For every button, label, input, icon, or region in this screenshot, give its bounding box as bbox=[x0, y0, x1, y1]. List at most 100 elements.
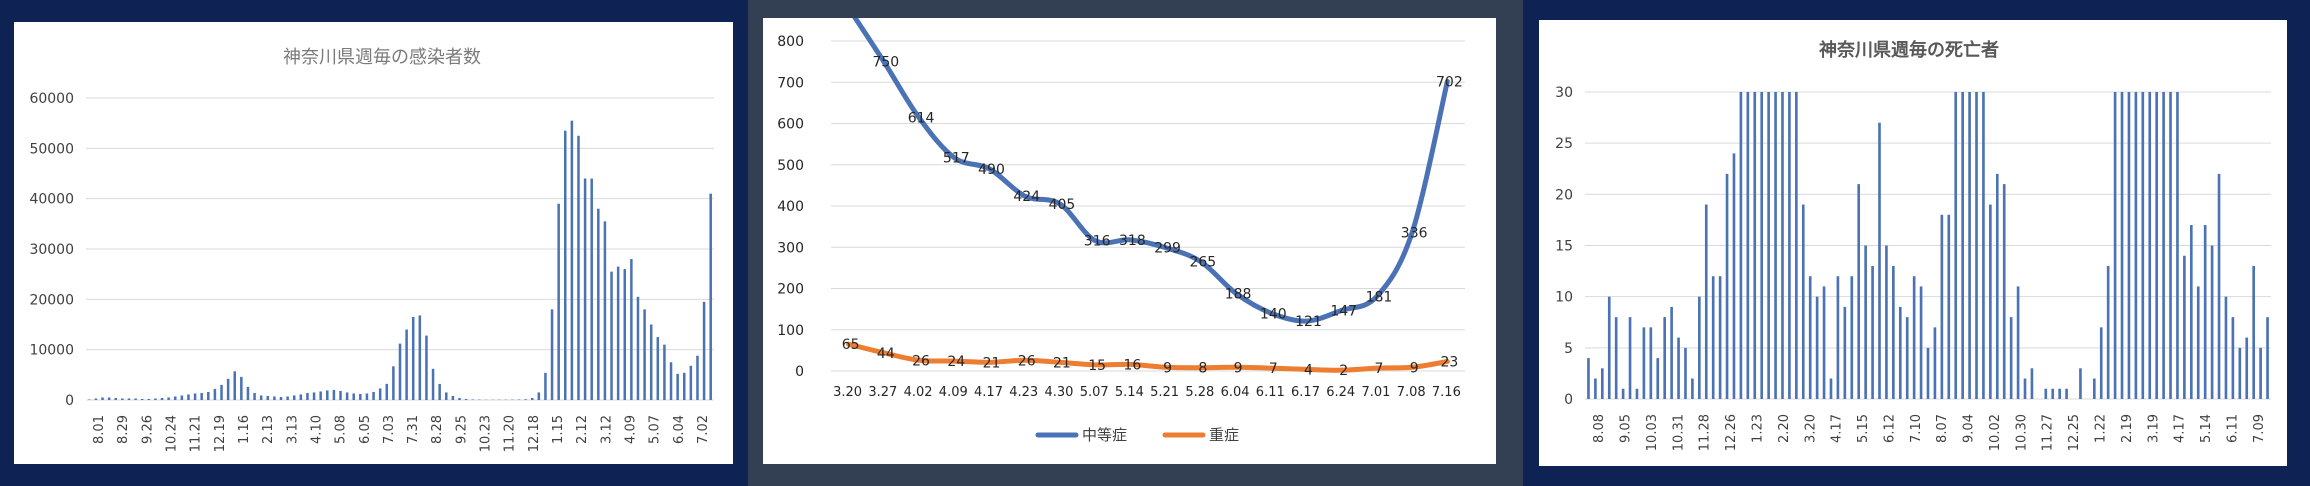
bar bbox=[1975, 92, 1978, 399]
bar bbox=[220, 384, 223, 400]
bar bbox=[1753, 92, 1757, 399]
bar bbox=[286, 396, 289, 400]
bar bbox=[1635, 388, 1639, 399]
x-tick-label: 3.20 bbox=[833, 385, 862, 400]
series-line-moderate bbox=[846, 5, 1450, 324]
bar bbox=[570, 120, 574, 401]
data-label: 316 bbox=[1084, 234, 1111, 250]
bar bbox=[623, 269, 627, 400]
bar bbox=[2231, 317, 2235, 399]
y-tick-label: 0 bbox=[65, 393, 74, 409]
chart-title: 神奈川県週毎の死亡者 bbox=[1819, 39, 1999, 61]
x-tick-label: 10.24 bbox=[165, 415, 180, 452]
bar bbox=[1760, 92, 1764, 399]
x-tick-label: 2.12 bbox=[575, 415, 590, 444]
x-tick-label: 2.13 bbox=[261, 415, 276, 444]
y-tick-label: 40000 bbox=[29, 192, 74, 208]
data-label: 405 bbox=[1049, 197, 1076, 213]
bar bbox=[1857, 184, 1861, 399]
data-label: 44 bbox=[877, 346, 895, 362]
x-tick-label: 3.12 bbox=[599, 415, 614, 444]
bar bbox=[1628, 317, 1632, 399]
bar bbox=[2016, 286, 2020, 399]
x-tick-label: 8.29 bbox=[116, 415, 131, 444]
data-label: 65 bbox=[842, 337, 860, 353]
bar bbox=[1947, 214, 1951, 399]
bar bbox=[398, 343, 402, 400]
bar bbox=[187, 394, 190, 400]
bar bbox=[663, 344, 666, 400]
x-tick-label: 10.03 bbox=[1645, 414, 1660, 451]
bar bbox=[2065, 388, 2068, 399]
middle-chart-panel: 0 100 200 300 400 500 600 700 800 3.20 3.27 4.02 4.0… bbox=[748, 0, 1523, 486]
bar bbox=[147, 398, 151, 400]
bar bbox=[233, 371, 236, 400]
bar bbox=[2203, 225, 2207, 399]
x-tick-label: 12.18 bbox=[527, 415, 542, 452]
x-tick-label: 11.21 bbox=[189, 415, 204, 452]
bar bbox=[226, 378, 230, 400]
bar bbox=[590, 178, 593, 400]
bar bbox=[292, 395, 296, 400]
bar bbox=[1621, 388, 1625, 399]
bar bbox=[160, 397, 164, 400]
x-tick-label: 8.08 bbox=[1592, 414, 1607, 443]
data-label: 181 bbox=[1366, 289, 1393, 305]
x-tick-label: 3.19 bbox=[2146, 414, 2161, 443]
x-tick-label: 7.16 bbox=[1432, 385, 1461, 400]
bar bbox=[2106, 265, 2110, 399]
bar bbox=[2196, 286, 2200, 399]
bar bbox=[1746, 92, 1750, 399]
bar bbox=[537, 392, 541, 400]
bar bbox=[1871, 265, 1874, 399]
bar bbox=[345, 392, 349, 400]
bar bbox=[1656, 358, 1660, 399]
x-tick-label: 11.20 bbox=[503, 415, 518, 452]
bar bbox=[445, 392, 448, 400]
x-tick-label: 11.28 bbox=[1698, 414, 1713, 451]
bar bbox=[2141, 92, 2145, 399]
x-tick-label: 7.01 bbox=[1361, 385, 1390, 400]
bar bbox=[1989, 204, 1992, 399]
chart-title: 神奈川県週毎の感染者数 bbox=[283, 47, 481, 68]
bar bbox=[1892, 265, 1895, 399]
bar bbox=[2155, 92, 2158, 399]
bar bbox=[378, 388, 382, 400]
x-tick-label: 3.13 bbox=[285, 415, 300, 444]
data-label: 424 bbox=[1013, 189, 1040, 205]
bar bbox=[431, 368, 435, 400]
bar bbox=[154, 398, 157, 400]
bar bbox=[1982, 92, 1985, 399]
bar bbox=[1587, 358, 1590, 399]
x-tick-label: 4.02 bbox=[904, 385, 933, 400]
bar bbox=[359, 393, 362, 400]
x-tick-label: 10.30 bbox=[2014, 414, 2029, 451]
bar bbox=[365, 393, 369, 400]
bar bbox=[246, 386, 250, 400]
data-label: 318 bbox=[1119, 233, 1146, 249]
bar bbox=[1788, 92, 1791, 399]
bar bbox=[114, 397, 118, 400]
bar bbox=[557, 203, 560, 400]
y-tick-label: 50000 bbox=[29, 141, 74, 157]
y-tick-label: 0 bbox=[795, 364, 804, 380]
bar bbox=[180, 395, 184, 400]
bar bbox=[1801, 204, 1805, 399]
data-label: 299 bbox=[1154, 241, 1181, 257]
bar bbox=[2099, 327, 2103, 399]
bar bbox=[107, 397, 111, 400]
bar bbox=[1829, 378, 1833, 399]
data-label: 702 bbox=[1436, 74, 1463, 90]
patients-chart-card: 0 100 200 300 400 500 600 700 800 3.20 3.27 4.02 4.0… bbox=[763, 5, 1496, 464]
bar bbox=[2189, 225, 2193, 399]
bar bbox=[299, 394, 303, 400]
data-label: 16 bbox=[1123, 357, 1141, 373]
bar bbox=[306, 392, 309, 400]
data-label: 8 bbox=[1198, 361, 1207, 377]
bar bbox=[339, 390, 342, 400]
bar bbox=[1822, 286, 1826, 399]
bar bbox=[2113, 92, 2117, 399]
bar bbox=[411, 316, 415, 400]
data-label: 26 bbox=[1018, 353, 1036, 369]
bar bbox=[319, 391, 322, 400]
